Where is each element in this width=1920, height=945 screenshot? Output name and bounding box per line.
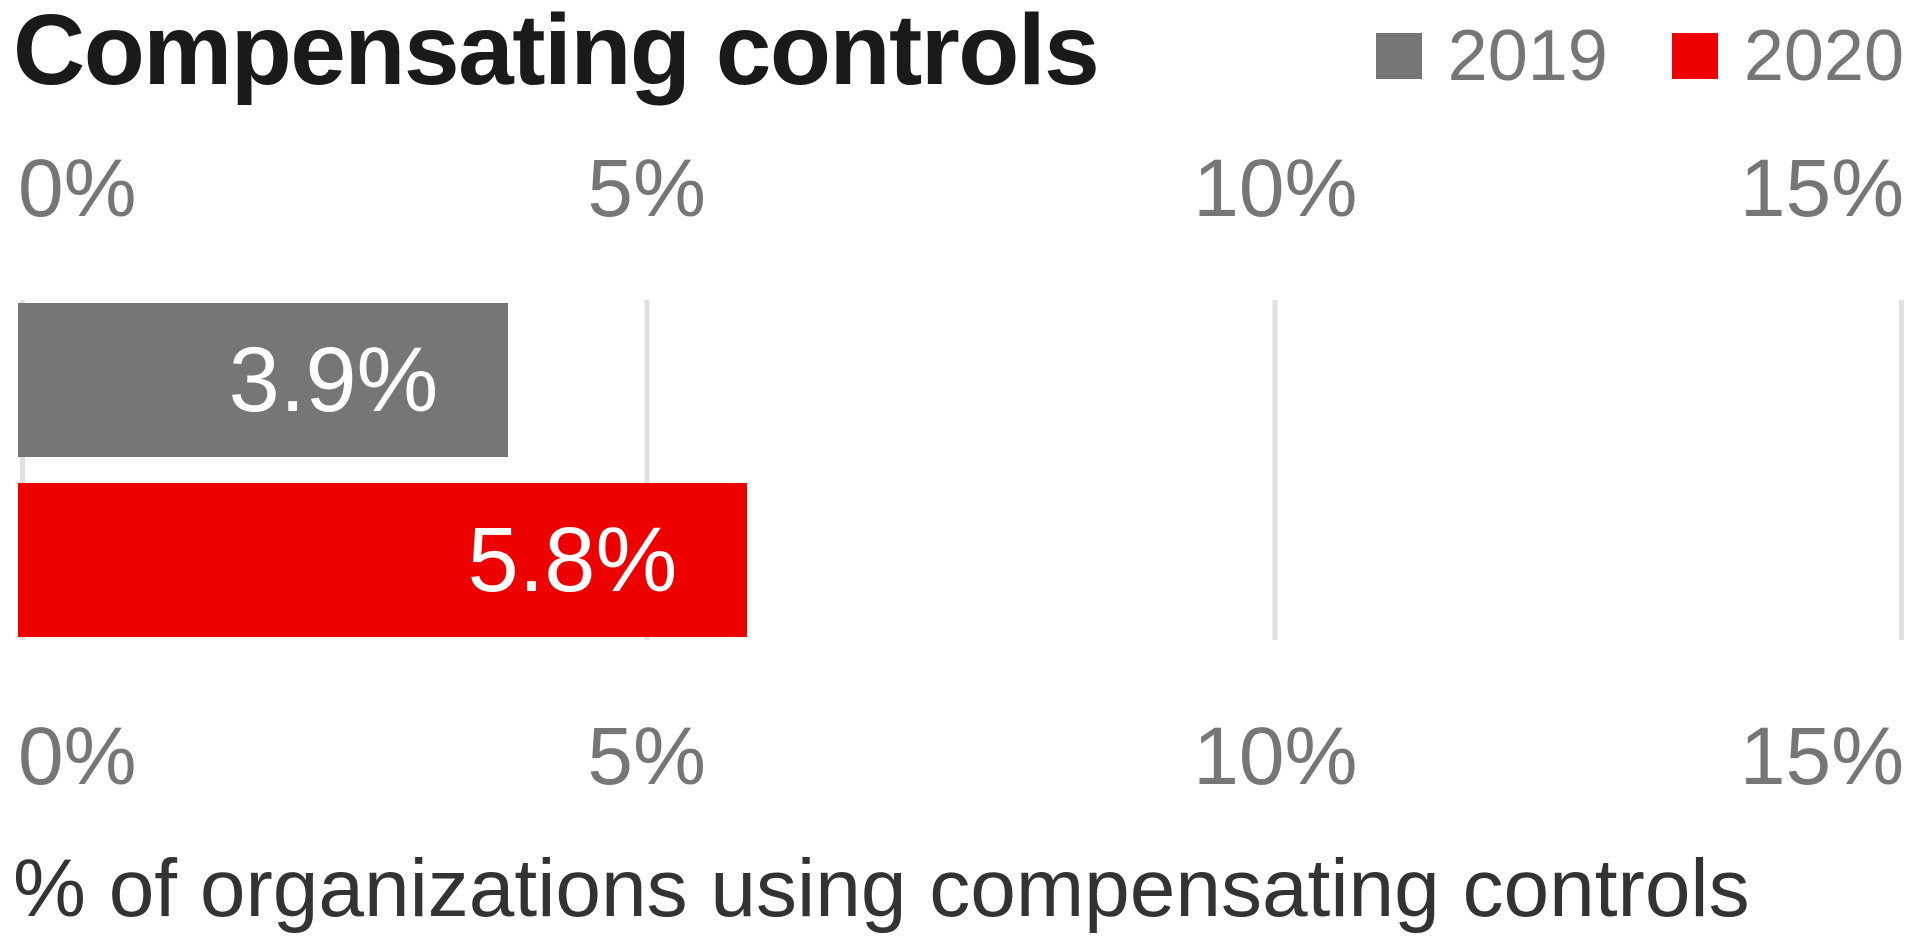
x-axis-top-tick-15: 15%	[1739, 143, 1904, 234]
bar-2019-value-label: 3.9%	[228, 329, 439, 431]
gridline-5pct	[644, 300, 650, 640]
x-axis-bottom-tick-5: 5%	[587, 711, 706, 802]
x-axis-bottom-tick-0: 0%	[18, 711, 137, 802]
x-axis-bottom-tick-15: 15%	[1739, 711, 1904, 802]
bar-2020-value-label: 5.8%	[467, 509, 678, 611]
legend-swatch-2019-icon	[1375, 33, 1422, 79]
bar-2020: 5.8%	[18, 483, 748, 637]
plot-area: 3.9% 5.8%	[18, 300, 1904, 640]
legend-label-2020: 2020	[1743, 16, 1904, 96]
bar-group: 3.9% 5.8%	[18, 300, 1904, 640]
gridline-15pct	[1899, 300, 1904, 640]
legend-item-2019: 2019	[1375, 16, 1608, 96]
x-axis-top-tick-10: 10%	[1193, 143, 1358, 234]
x-axis-bottom: 0% 5% 10% 15%	[18, 716, 1904, 800]
x-axis-bottom-tick-10: 10%	[1193, 711, 1358, 802]
legend-swatch-2020-icon	[1671, 33, 1718, 79]
axis-caption: % of organizations using compensating co…	[13, 843, 1750, 934]
bar-2019: 3.9%	[18, 303, 509, 457]
x-axis-top-tick-5: 5%	[587, 143, 706, 234]
gridline-10pct	[1272, 300, 1278, 640]
legend-label-2019: 2019	[1447, 16, 1608, 96]
gridline-0pct	[20, 300, 25, 640]
chart-title: Compensating controls	[13, 0, 1100, 106]
x-axis-top: 0% 5% 10% 15%	[18, 148, 1904, 232]
x-axis-top-tick-0: 0%	[18, 143, 137, 234]
legend-item-2020: 2020	[1671, 16, 1904, 96]
legend: 2019 2020	[1375, 16, 1904, 96]
